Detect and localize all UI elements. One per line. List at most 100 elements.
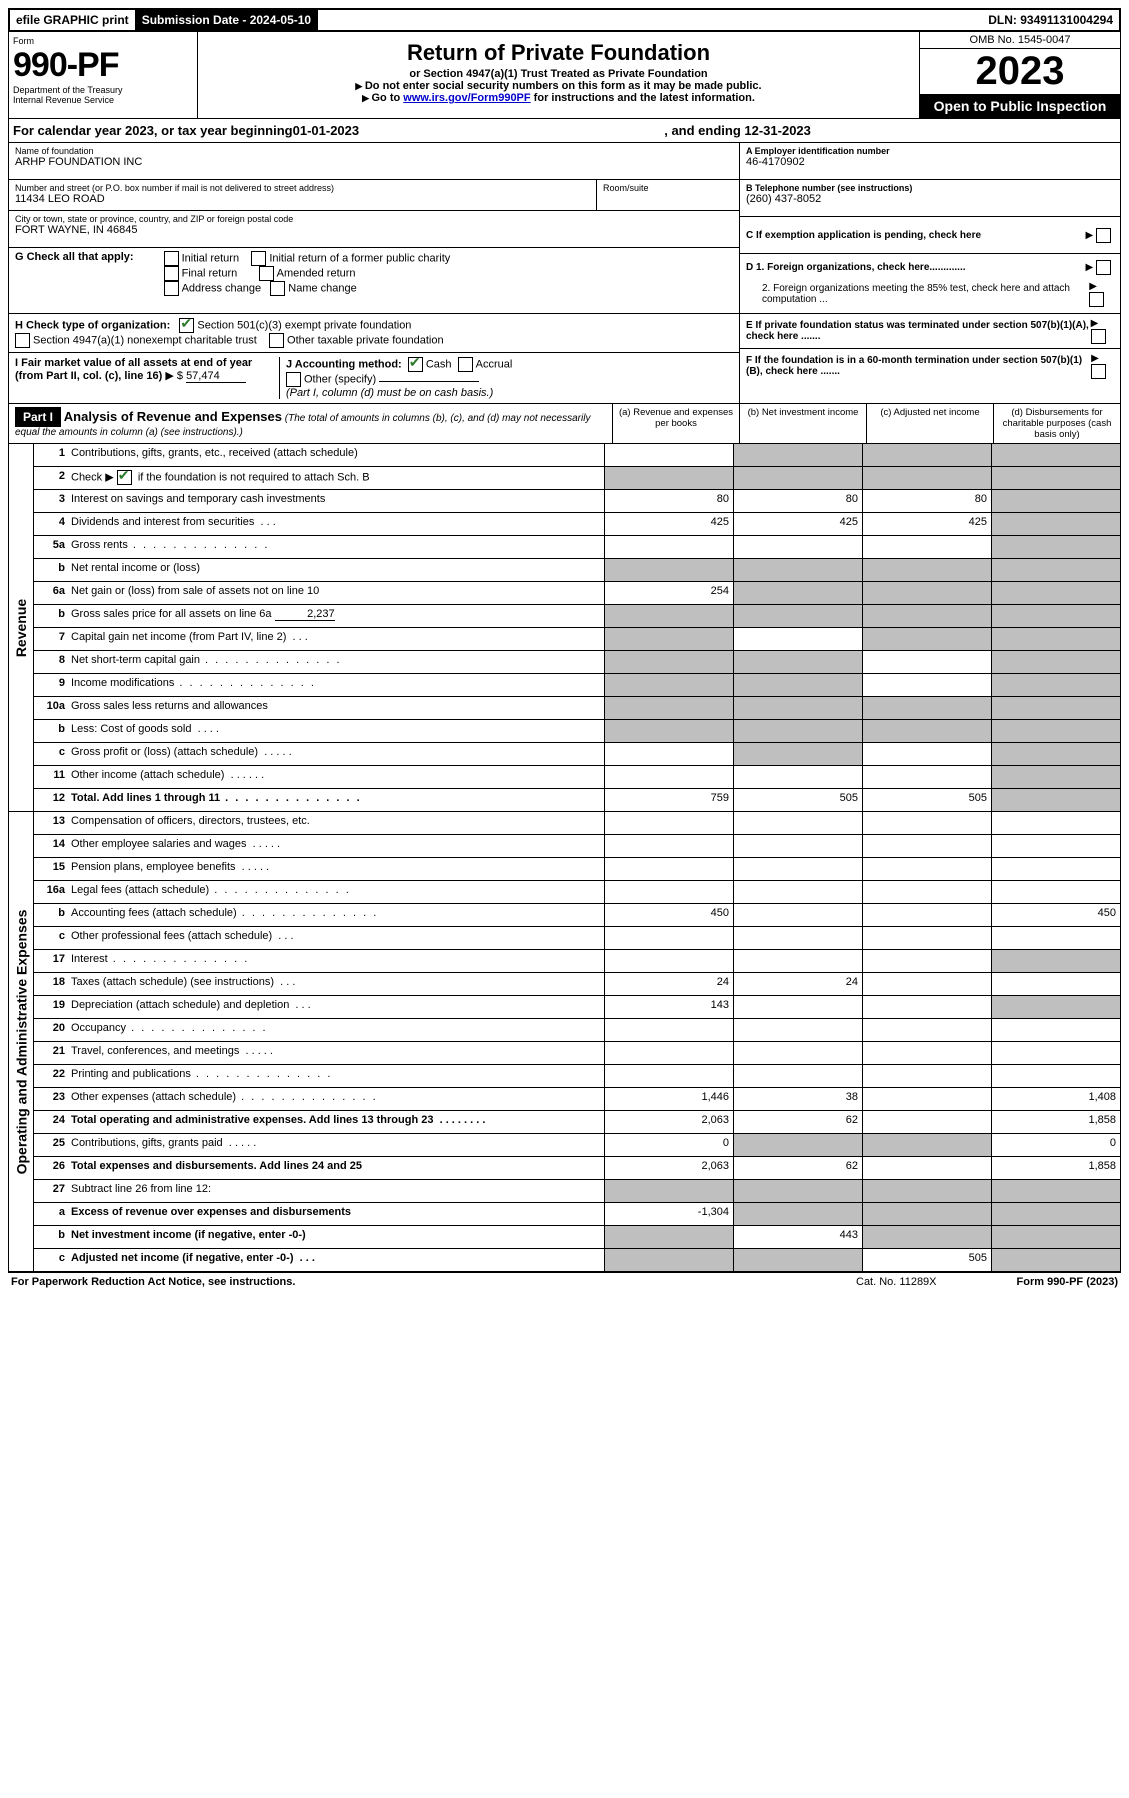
irs-label: Internal Revenue Service (13, 95, 193, 105)
tax-year-begin: 01-01-2023 (293, 123, 360, 138)
form-title: Return of Private Foundation (204, 40, 913, 66)
line-10c: Gross profit or (loss) (attach schedule)… (68, 743, 604, 765)
amended-return-checkbox[interactable] (259, 266, 274, 281)
ein-label: A Employer identification number (746, 146, 1114, 156)
line-21: Travel, conferences, and meetings . . . … (68, 1042, 604, 1064)
col-b-header: (b) Net investment income (739, 404, 866, 443)
d2-checkbox[interactable] (1089, 292, 1104, 307)
j-note: (Part I, column (d) must be on cash basi… (286, 387, 493, 399)
d1-label: D 1. Foreign organizations, check here..… (746, 262, 966, 273)
line-2: Check ▶ if the foundation is not require… (68, 467, 604, 489)
city-state-zip: FORT WAYNE, IN 46845 (15, 224, 733, 236)
form-footer-label: Form 990-PF (2023) (1017, 1276, 1118, 1288)
line-5a: Gross rents (68, 536, 604, 558)
h-other-checkbox[interactable] (269, 333, 284, 348)
line-7: Capital gain net income (from Part IV, l… (68, 628, 604, 650)
form-number: 990-PF (13, 46, 193, 85)
irs-link[interactable]: www.irs.gov/Form990PF (403, 92, 530, 104)
page-footer: For Paperwork Reduction Act Notice, see … (8, 1272, 1121, 1291)
efile-graphic-label[interactable]: efile GRAPHIC print (10, 10, 136, 30)
line-14: Other employee salaries and wages . . . … (68, 835, 604, 857)
line-5b: Net rental income or (loss) (68, 559, 604, 581)
h-4947-checkbox[interactable] (15, 333, 30, 348)
submission-date: Submission Date - 2024-05-10 (136, 10, 318, 30)
line-24: Total operating and administrative expen… (68, 1111, 604, 1133)
c-label: C If exemption application is pending, c… (746, 230, 981, 241)
line-13: Compensation of officers, directors, tru… (68, 812, 604, 834)
line-16b: Accounting fees (attach schedule) (68, 904, 604, 926)
col-d-header: (d) Disbursements for charitable purpose… (993, 404, 1120, 443)
line-4: Dividends and interest from securities .… (68, 513, 604, 535)
revenue-block: Revenue 1Contributions, gifts, grants, e… (8, 444, 1121, 812)
expenses-block: Operating and Administrative Expenses 13… (8, 812, 1121, 1272)
foundation-name: ARHP FOUNDATION INC (15, 156, 733, 168)
instr-ssn: Do not enter social security numbers on … (204, 80, 913, 92)
line-27a: Excess of revenue over expenses and disb… (68, 1203, 604, 1225)
d2-label: 2. Foreign organizations meeting the 85%… (746, 283, 1089, 305)
e-label: E If private foundation status was termi… (746, 320, 1091, 342)
city-label: City or town, state or province, country… (15, 214, 733, 224)
final-return-checkbox[interactable] (164, 266, 179, 281)
j-other-checkbox[interactable] (286, 372, 301, 387)
section-hij: H Check type of organization: Section 50… (8, 314, 1121, 404)
form-subtitle: or Section 4947(a)(1) Trust Treated as P… (204, 68, 913, 80)
part1-title: Analysis of Revenue and Expenses (64, 409, 282, 424)
initial-return-former-checkbox[interactable] (251, 251, 266, 266)
col-a-header: (a) Revenue and expenses per books (612, 404, 739, 443)
f-checkbox[interactable] (1091, 364, 1106, 379)
line-10b: Less: Cost of goods sold . . . . (68, 720, 604, 742)
line-19: Depreciation (attach schedule) and deple… (68, 996, 604, 1018)
line-1: Contributions, gifts, grants, etc., rece… (68, 444, 604, 466)
line-10a: Gross sales less returns and allowances (68, 697, 604, 719)
j-cash-checkbox[interactable] (408, 357, 423, 372)
dln: DLN: 93491131004294 (982, 10, 1119, 30)
line-22: Printing and publications (68, 1065, 604, 1087)
phone-value: (260) 437-8052 (746, 193, 1114, 205)
entity-info: Name of foundation ARHP FOUNDATION INC N… (8, 143, 1121, 314)
expenses-side-label: Operating and Administrative Expenses (9, 812, 34, 1271)
h-label: H Check type of organization: (15, 319, 170, 331)
e-checkbox[interactable] (1091, 329, 1106, 344)
tax-year: 2023 (920, 49, 1120, 94)
tax-year-end: 12-31-2023 (744, 123, 811, 138)
cat-no: Cat. No. 11289X (856, 1276, 937, 1288)
line-11: Other income (attach schedule) . . . . .… (68, 766, 604, 788)
street-address: 11434 LEO ROAD (15, 193, 590, 205)
line-9: Income modifications (68, 674, 604, 696)
initial-return-checkbox[interactable] (164, 251, 179, 266)
schb-checkbox[interactable] (117, 470, 132, 485)
c-checkbox[interactable] (1096, 228, 1111, 243)
line-26: Total expenses and disbursements. Add li… (68, 1157, 604, 1179)
line-27b: Net investment income (if negative, ente… (68, 1226, 604, 1248)
line-6b-value: 2,237 (275, 608, 335, 621)
f-label: F If the foundation is in a 60-month ter… (746, 355, 1091, 377)
line-20: Occupancy (68, 1019, 604, 1041)
d1-checkbox[interactable] (1096, 260, 1111, 275)
room-label: Room/suite (603, 183, 733, 193)
paperwork-notice: For Paperwork Reduction Act Notice, see … (11, 1276, 295, 1288)
top-bar: efile GRAPHIC print Submission Date - 20… (8, 8, 1121, 32)
name-label: Name of foundation (15, 146, 733, 156)
line-23: Other expenses (attach schedule) (68, 1088, 604, 1110)
part1-badge: Part I (15, 407, 61, 427)
instr-link-row: Go to www.irs.gov/Form990PF for instruct… (204, 92, 913, 104)
line-8: Net short-term capital gain (68, 651, 604, 673)
revenue-side-label: Revenue (9, 444, 34, 811)
line-12: Total. Add lines 1 through 11 (68, 789, 604, 811)
col-c-header: (c) Adjusted net income (866, 404, 993, 443)
omb-number: OMB No. 1545-0047 (920, 32, 1120, 49)
name-change-checkbox[interactable] (270, 281, 285, 296)
phone-label: B Telephone number (see instructions) (746, 183, 1114, 193)
j-accrual-checkbox[interactable] (458, 357, 473, 372)
line-16a: Legal fees (attach schedule) (68, 881, 604, 903)
dept-label: Department of the Treasury (13, 85, 193, 95)
h-501c3-checkbox[interactable] (179, 318, 194, 333)
j-label: J Accounting method: (286, 358, 402, 370)
ein-value: 46-4170902 (746, 156, 1114, 168)
section-g: G Check all that apply: Initial return I… (9, 248, 739, 299)
part1-header-row: Part I Analysis of Revenue and Expenses … (8, 404, 1121, 444)
address-change-checkbox[interactable] (164, 281, 179, 296)
line-16c: Other professional fees (attach schedule… (68, 927, 604, 949)
form-header: Form 990-PF Department of the Treasury I… (8, 32, 1121, 119)
addr-label: Number and street (or P.O. box number if… (15, 183, 590, 193)
